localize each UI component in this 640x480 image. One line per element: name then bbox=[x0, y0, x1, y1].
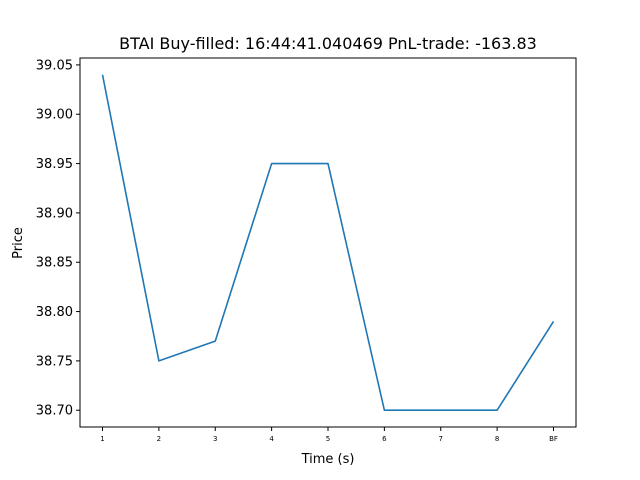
x-tick-label: 1 bbox=[100, 435, 104, 443]
y-tick-label: 38.90 bbox=[36, 206, 73, 221]
x-tick-label: 8 bbox=[495, 435, 499, 443]
x-tick-label: 2 bbox=[157, 435, 161, 443]
y-tick-label: 39.05 bbox=[36, 58, 73, 73]
x-axis-label: Time (s) bbox=[301, 452, 355, 467]
x-tick-label: 6 bbox=[382, 435, 387, 443]
x-tick-label: 4 bbox=[269, 435, 274, 443]
y-tick-label: 38.85 bbox=[36, 256, 73, 271]
y-tick-label: 38.75 bbox=[36, 354, 73, 369]
x-tick-label: BF bbox=[549, 435, 558, 443]
chart-title: BTAI Buy-filled: 16:44:41.040469 PnL-tra… bbox=[119, 34, 537, 53]
y-tick-label: 38.95 bbox=[36, 157, 73, 172]
price-series-line bbox=[101, 74, 555, 412]
x-tick-label: 5 bbox=[326, 435, 330, 443]
x-axis: 1 2 3 4 5 6 7 8 BF bbox=[100, 427, 558, 443]
y-tick-label: 38.70 bbox=[36, 404, 73, 419]
y-tick-label: 39.00 bbox=[36, 108, 73, 123]
y-axis: 38.70 38.75 38.80 38.85 38.90 38.95 39.00 39.05 bbox=[36, 58, 80, 419]
y-axis-label: Price bbox=[11, 227, 26, 259]
y-tick-label: 38.80 bbox=[36, 305, 73, 320]
x-tick-label: 3 bbox=[213, 435, 217, 443]
x-tick-label: 7 bbox=[439, 435, 443, 443]
plot-area-frame bbox=[79, 57, 577, 428]
